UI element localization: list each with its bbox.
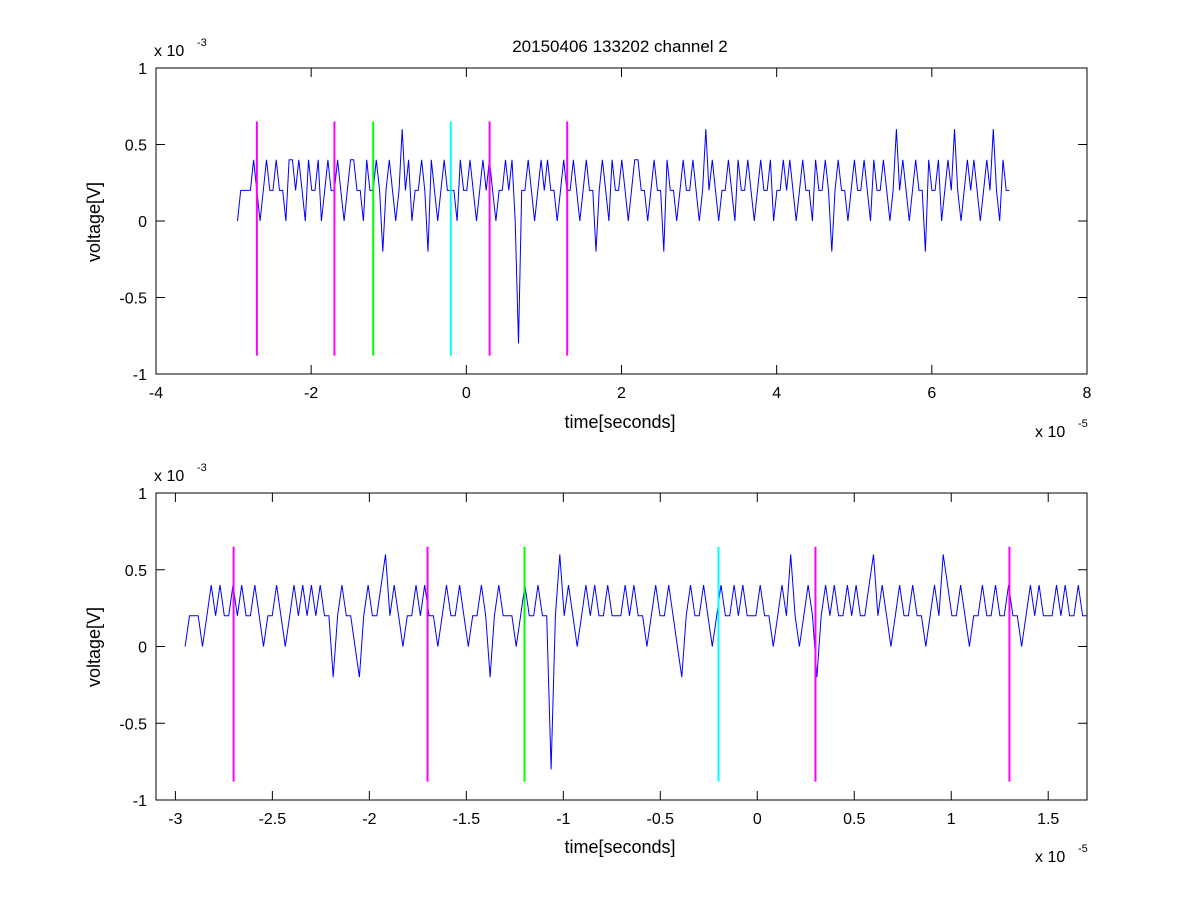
bottom-data-layer <box>184 546 1087 782</box>
top-x-multiplier: x 10 -5 <box>1035 418 1088 441</box>
top-x-tick-label: 4 <box>772 385 781 402</box>
bottom-y-tick-label: 1 <box>138 486 147 503</box>
bottom-x-axis-label: time[seconds] <box>564 837 675 857</box>
top-x-tick-label: 2 <box>617 385 626 402</box>
top-y-tick-label: 0 <box>138 214 147 231</box>
bottom-x-tick-label: 0.5 <box>843 811 865 828</box>
top-x-tick-label: 6 <box>927 385 936 402</box>
bottom-x-tick-label: 1 <box>947 811 956 828</box>
bottom-signal-line <box>184 554 1087 770</box>
bottom-axes-frame <box>155 492 1088 801</box>
bottom-x-tick-label: -3 <box>168 811 182 828</box>
top-plot-area: -4 -2 0 2 4 6 8 -1 -0.5 0 0.5 1 <box>119 61 1091 402</box>
top-y-tick-label: -1 <box>133 367 147 384</box>
bottom-y-multiplier: x 10 -3 <box>154 462 207 485</box>
top-y-tick-label: -0.5 <box>119 291 147 308</box>
top-x-multiplier-base: x 10 <box>1035 424 1065 441</box>
bottom-y-axis-label: voltage[V] <box>84 607 104 687</box>
bottom-x-multiplier-base: x 10 <box>1035 849 1065 866</box>
top-x-tick-label: -4 <box>149 385 163 402</box>
bottom-y-tick-label: -1 <box>133 793 147 810</box>
chart-title: 20150406 133202 channel 2 <box>512 37 728 56</box>
top-y-multiplier-exponent: -3 <box>197 37 207 49</box>
top-x-tick-label: 8 <box>1083 385 1092 402</box>
bottom-x-multiplier: x 10 -5 <box>1035 843 1088 866</box>
bottom-x-tick-label: -1.5 <box>453 811 481 828</box>
bottom-x-tick-label: -0.5 <box>647 811 675 828</box>
top-x-tick-label: -2 <box>304 385 318 402</box>
bottom-x-tick-label: -2.5 <box>259 811 287 828</box>
top-x-axis-label: time[seconds] <box>564 412 675 432</box>
bottom-x-tick-label: -2 <box>362 811 376 828</box>
top-axes-frame <box>155 67 1088 375</box>
top-signal-line <box>237 129 1010 344</box>
top-y-axis-label: voltage[V] <box>84 182 104 262</box>
top-y-tick-label: 0.5 <box>125 138 147 155</box>
top-y-tick-label: 1 <box>138 61 147 78</box>
top-y-multiplier: x 10 -3 <box>154 37 207 60</box>
top-subplot: 20150406 133202 channel 2 -4 -2 0 2 4 6 8 -1 -0.… <box>84 37 1092 441</box>
bottom-y-tick-label: 0 <box>138 640 147 657</box>
bottom-x-tick-label: -1 <box>556 811 570 828</box>
bottom-y-multiplier-exponent: -3 <box>197 462 207 474</box>
bottom-y-multiplier-base: x 10 <box>154 468 184 485</box>
top-y-multiplier-base: x 10 <box>154 43 184 60</box>
top-x-tick-label: 0 <box>462 385 471 402</box>
top-x-multiplier-exponent: -5 <box>1078 418 1088 430</box>
bottom-x-tick-label: 0 <box>753 811 762 828</box>
bottom-y-tick-label: 0.5 <box>125 563 147 580</box>
bottom-x-multiplier-exponent: -5 <box>1078 843 1088 855</box>
bottom-y-tick-label: -0.5 <box>119 716 147 733</box>
bottom-subplot: -3 -2.5 -2 -1.5 -1 -0.5 0 0.5 1 1.5 -1 -0.5 0 0.5 1 ti… <box>84 462 1088 866</box>
bottom-x-tick-label: 1.5 <box>1037 811 1059 828</box>
bottom-plot-area: -3 -2.5 -2 -1.5 -1 -0.5 0 0.5 1 1.5 -1 -0.5 0 0.5 1 <box>119 486 1088 828</box>
top-data-layer <box>237 121 1010 356</box>
